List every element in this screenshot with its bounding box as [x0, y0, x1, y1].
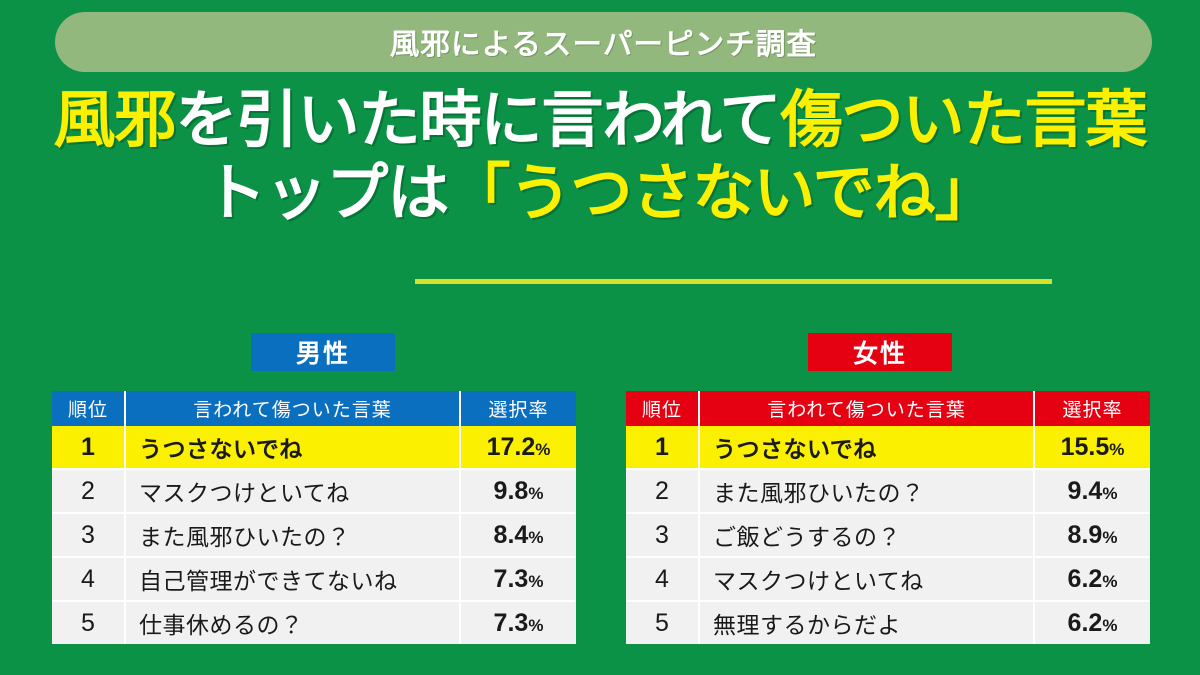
rate-value: 17.2: [486, 432, 536, 461]
percent-sign: %: [528, 571, 544, 591]
cell-rate: 7.3%: [460, 601, 576, 644]
table-row: 1 うつさないでね 17.2%: [52, 426, 576, 470]
table-row: 3 ご飯どうするの？ 8.9%: [626, 513, 1150, 558]
percent-sign: %: [1102, 571, 1118, 591]
rate-value: 9.8: [493, 476, 529, 505]
rate-value: 8.4: [493, 520, 529, 549]
badge-male-label: 男性: [295, 340, 350, 368]
table-male-header-rank: 順位: [52, 391, 126, 426]
headline-line-2-part-2: 「うつさないでね」: [448, 158, 996, 228]
table-row: 3 また風邪ひいたの？ 8.4%: [52, 513, 576, 558]
cell-word: うつさないでね: [699, 426, 1035, 470]
cell-rate: 6.2%: [1034, 557, 1150, 602]
percent-sign: %: [528, 483, 544, 503]
table-female: 順位 言われて傷ついた言葉 選択率 1 うつさないでね 15.5% 2 また風邪…: [626, 391, 1150, 644]
table-row: 4 マスクつけといてね 6.2%: [626, 557, 1150, 602]
cell-word: マスクつけといてね: [125, 469, 461, 514]
table-row: 1 うつさないでね 15.5%: [626, 426, 1150, 470]
rate-value: 7.3: [493, 564, 529, 593]
table-female-header-rate: 選択率: [1034, 391, 1150, 426]
rate-value: 7.3: [493, 608, 529, 637]
cell-rate: 9.4%: [1034, 469, 1150, 514]
headline: 風邪を引いた時に言われて傷ついた言葉 トップは「うつさないでね」: [0, 86, 1200, 228]
percent-sign: %: [535, 439, 551, 459]
cell-rank: 5: [626, 601, 700, 644]
table-row: 5 無理するからだよ 6.2%: [626, 601, 1150, 644]
badge-female: 女性: [808, 333, 952, 371]
percent-sign: %: [528, 527, 544, 547]
headline-line-1-part-1: 風邪: [53, 86, 176, 155]
cell-word: 無理するからだよ: [699, 601, 1035, 644]
cell-rank: 3: [626, 513, 700, 558]
badge-female-label: 女性: [852, 340, 907, 368]
cell-word: ご飯どうするの？: [699, 513, 1035, 558]
cell-rank: 1: [52, 426, 126, 470]
percent-sign: %: [1102, 527, 1118, 547]
percent-sign: %: [1102, 483, 1118, 503]
headline-line-1-part-2: を引いた時に言われて: [175, 86, 781, 155]
rate-value: 9.4: [1067, 476, 1103, 505]
table-row: 5 仕事休めるの？ 7.3%: [52, 601, 576, 644]
cell-rate: 7.3%: [460, 557, 576, 602]
table-female-header-word: 言われて傷ついた言葉: [699, 391, 1035, 426]
table-male-header-rate: 選択率: [460, 391, 576, 426]
rate-value: 15.5: [1060, 432, 1110, 461]
percent-sign: %: [528, 615, 544, 635]
headline-line-1-part-3: 傷ついた言葉: [780, 86, 1148, 155]
cell-rate: 8.4%: [460, 513, 576, 558]
table-female-header-rank: 順位: [626, 391, 700, 426]
table-row: 2 マスクつけといてね 9.8%: [52, 469, 576, 514]
headline-line-2: トップは「うつさないでね」: [0, 158, 1200, 228]
cell-word: うつさないでね: [125, 426, 461, 470]
cell-rate: 17.2%: [460, 426, 576, 470]
cell-word: また風邪ひいたの？: [125, 513, 461, 558]
percent-sign: %: [1102, 615, 1118, 635]
cell-rank: 3: [52, 513, 126, 558]
badge-male: 男性: [251, 333, 395, 371]
cell-rank: 5: [52, 601, 126, 644]
cell-rate: 6.2%: [1034, 601, 1150, 644]
header-banner: 風邪によるスーパーピンチ調査: [55, 12, 1152, 72]
headline-underline: [415, 279, 1052, 284]
table-male-header-row: 順位 言われて傷ついた言葉 選択率: [52, 391, 576, 426]
cell-rate: 15.5%: [1034, 426, 1150, 470]
cell-word: 仕事休めるの？: [125, 601, 461, 644]
cell-rank: 2: [52, 469, 126, 514]
cell-rank: 4: [52, 557, 126, 602]
headline-line-2-part-1: トップは: [204, 158, 449, 228]
table-row: 2 また風邪ひいたの？ 9.4%: [626, 469, 1150, 514]
header-banner-title: 風邪によるスーパーピンチ調査: [389, 29, 818, 61]
cell-rank: 4: [626, 557, 700, 602]
rate-value: 6.2: [1067, 608, 1103, 637]
table-male-header-word: 言われて傷ついた言葉: [125, 391, 461, 426]
table-male: 順位 言われて傷ついた言葉 選択率 1 うつさないでね 17.2% 2 マスクつ…: [52, 391, 576, 644]
cell-rank: 1: [626, 426, 700, 470]
cell-rate: 9.8%: [460, 469, 576, 514]
table-row: 4 自己管理ができてないね 7.3%: [52, 557, 576, 602]
cell-word: マスクつけといてね: [699, 557, 1035, 602]
table-female-header-row: 順位 言われて傷ついた言葉 選択率: [626, 391, 1150, 426]
headline-line-1: 風邪を引いた時に言われて傷ついた言葉: [0, 86, 1200, 155]
cell-word: 自己管理ができてないね: [125, 557, 461, 602]
rate-value: 8.9: [1067, 520, 1103, 549]
percent-sign: %: [1109, 439, 1125, 459]
cell-rate: 8.9%: [1034, 513, 1150, 558]
cell-rank: 2: [626, 469, 700, 514]
rate-value: 6.2: [1067, 564, 1103, 593]
cell-word: また風邪ひいたの？: [699, 469, 1035, 514]
